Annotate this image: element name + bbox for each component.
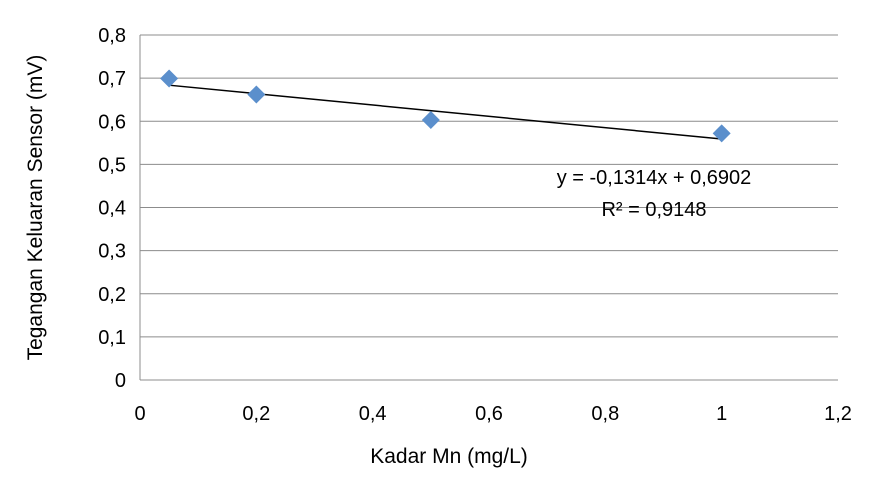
- y-tick-label: 0,2: [98, 284, 126, 306]
- data-points: [160, 69, 731, 143]
- data-point: [247, 85, 266, 104]
- y-tick-label: 0,8: [98, 25, 126, 47]
- data-point: [712, 124, 731, 143]
- y-tick-label: 0,6: [98, 111, 126, 133]
- y-tick-label: 0,1: [98, 327, 126, 349]
- y-tick-label: 0,3: [98, 241, 126, 263]
- x-tick-label: 0: [134, 403, 145, 425]
- x-tick-labels: 0 0,2 0,4 0,6 0,8 1 1,2: [134, 403, 851, 425]
- x-tick-label: 1: [716, 403, 727, 425]
- x-tick-label: 0,2: [242, 403, 270, 425]
- y-tick-label: 0,7: [98, 68, 126, 90]
- x-tick-label: 1,2: [824, 403, 852, 425]
- y-tick-label: 0,4: [98, 198, 126, 220]
- trendline-equation: y = -0,1314x + 0,6902: [557, 167, 752, 189]
- x-tick-label: 0,4: [359, 403, 387, 425]
- y-tick-label: 0,5: [98, 154, 126, 176]
- gridlines: [140, 34, 838, 338]
- y-tick-labels: 0 0,1 0,2 0,3 0,4 0,5 0,6 0,7 0,8: [98, 25, 126, 392]
- y-axis-title: Tegangan Keluaran Sensor (mV): [24, 55, 47, 361]
- axes: [139, 35, 838, 381]
- data-point: [421, 110, 440, 129]
- x-tick-label: 0,6: [475, 403, 503, 425]
- r-squared-label: R² = 0,9148: [601, 199, 706, 221]
- x-tick-label: 0,8: [591, 403, 619, 425]
- data-point: [160, 69, 179, 88]
- x-axis-title: Kadar Mn (mg/L): [370, 445, 528, 468]
- y-tick-label: 0: [115, 370, 126, 392]
